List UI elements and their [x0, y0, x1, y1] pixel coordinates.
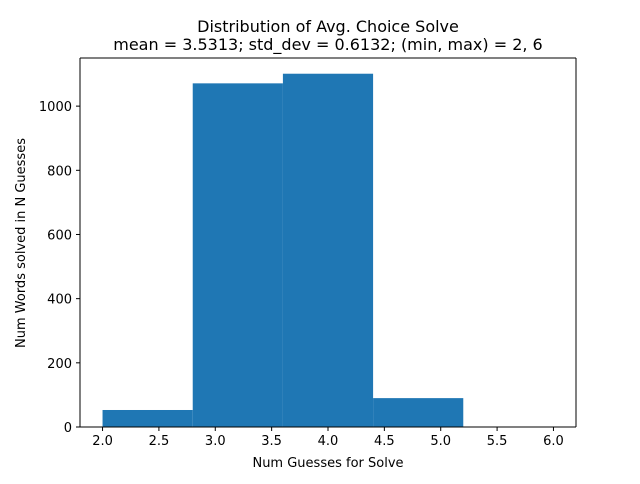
x-tick-label: 4.0 [318, 434, 339, 449]
x-axis-label: Num Guesses for Solve [252, 456, 403, 471]
chart-title: Distribution of Avg. Choice Solve [197, 17, 459, 36]
x-tick-label: 3.0 [205, 434, 226, 449]
x-tick-label: 4.5 [374, 434, 395, 449]
histogram-bar-1 [192, 83, 283, 427]
x-tick-label: 5.0 [430, 434, 451, 449]
y-tick-label: 0 [64, 421, 72, 436]
x-tick-label: 5.5 [487, 434, 508, 449]
x-tick-label: 6.0 [543, 434, 564, 449]
x-tick-label: 2.5 [149, 434, 170, 449]
y-tick-label: 200 [47, 357, 72, 372]
x-tick-label: 2.0 [92, 434, 113, 449]
y-tick-label: 1000 [39, 100, 72, 115]
bars-group [102, 73, 464, 428]
histogram-bar-2 [282, 73, 374, 428]
x-tick-label: 3.5 [261, 434, 282, 449]
histogram-bar-0 [102, 409, 193, 427]
y-axis-label: Num Words solved in N Guesses [14, 138, 29, 348]
histogram-bar-3 [373, 398, 464, 427]
y-tick-label: 600 [47, 228, 72, 243]
chart-subtitle: mean = 3.5313; std_dev = 0.6132; (min, m… [113, 35, 542, 55]
axes-group: 2.0 2.5 3.0 3.5 4.0 4.5 5.0 5.5 6.0 0 200 400 600 800… [39, 57, 577, 449]
y-tick-label: 400 [47, 293, 72, 308]
y-tick-label: 800 [47, 164, 72, 179]
